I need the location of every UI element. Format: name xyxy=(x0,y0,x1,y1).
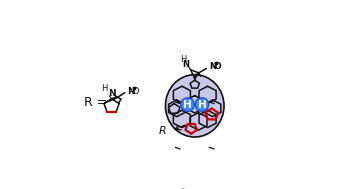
Text: H: H xyxy=(180,55,186,64)
Circle shape xyxy=(195,98,209,111)
Text: H: H xyxy=(183,100,192,110)
Text: -O: -O xyxy=(211,62,222,71)
Circle shape xyxy=(181,98,194,111)
Text: R =: R = xyxy=(84,96,108,108)
Ellipse shape xyxy=(165,75,224,137)
Text: N: N xyxy=(127,87,135,96)
Text: R: R xyxy=(159,126,167,136)
Text: H: H xyxy=(198,100,206,110)
Text: N: N xyxy=(210,62,217,71)
Text: N: N xyxy=(182,60,189,69)
Text: H: H xyxy=(101,84,107,93)
Text: N: N xyxy=(108,89,116,98)
Text: -O: -O xyxy=(129,87,140,96)
